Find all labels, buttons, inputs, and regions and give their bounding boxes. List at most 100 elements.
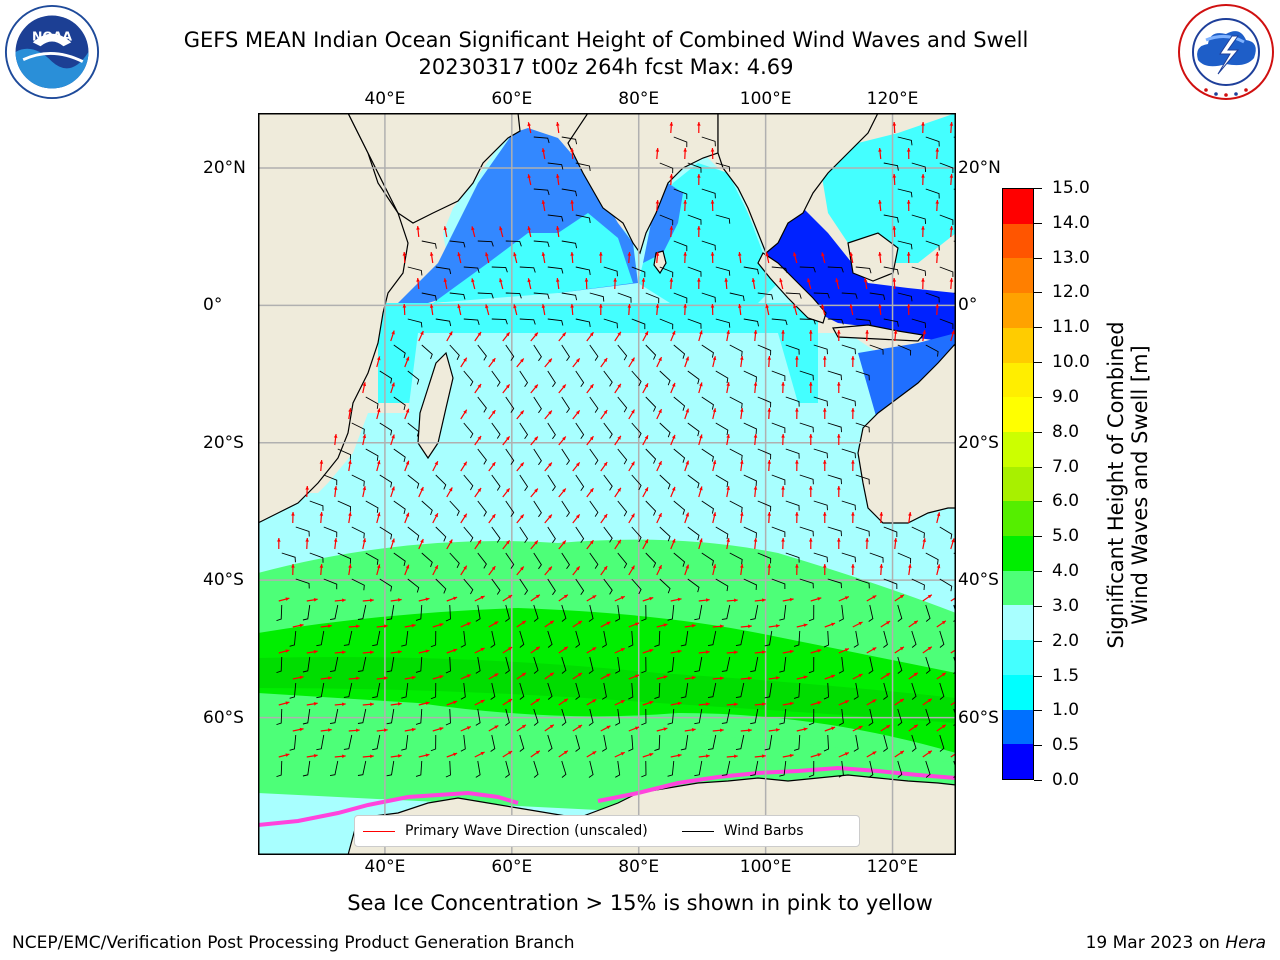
wind-barb: [379, 526, 393, 540]
wind-barb: [491, 526, 501, 543]
wind-barb: [869, 292, 886, 301]
wave-arrow-head: [466, 674, 471, 678]
wave-arrow-head: [402, 304, 407, 308]
wave-arrow-head: [899, 698, 904, 703]
wind-barb: [785, 500, 800, 511]
wind-barb: [799, 266, 816, 273]
wind-barb: [631, 318, 646, 330]
wave-arrow-head: [872, 595, 877, 599]
wave-arrow-head: [922, 330, 926, 335]
colorbar-tick-label: 11.0: [1052, 317, 1090, 338]
wind-barb: [743, 370, 757, 382]
wind-barb: [823, 682, 830, 700]
wave-arrow-head: [391, 382, 395, 387]
wind-barb: [827, 578, 842, 589]
wind-barb: [421, 292, 437, 301]
wind-barb: [785, 344, 800, 355]
wave-arrow-head: [599, 304, 603, 308]
wind-barb: [601, 682, 607, 700]
wave-arrow-head: [391, 434, 395, 439]
wind-barb: [645, 448, 657, 464]
colorbar-tick-label: 6.0: [1052, 491, 1080, 512]
wave-arrow-head: [617, 487, 621, 492]
wave-arrow-head: [663, 675, 668, 679]
wave-arrow-head: [425, 753, 430, 758]
wave-arrow-head: [655, 252, 660, 256]
colorbar-segment: [1003, 536, 1033, 571]
wind-barb: [575, 370, 585, 387]
lat-tick-label: 0°: [958, 295, 978, 316]
colorbar-title: Significant Height of Combined Wind Wave…: [1104, 285, 1152, 685]
wind-barb: [547, 682, 553, 700]
wave-arrow-head: [886, 621, 891, 625]
wind-barb: [421, 552, 433, 568]
wind-barb: [519, 578, 529, 596]
wave-arrow-head: [808, 434, 813, 438]
wave-arrow-head: [803, 623, 808, 628]
wind-barb: [351, 526, 365, 539]
colorbar-tick-label: 10.0: [1052, 352, 1090, 373]
wind-barb: [631, 370, 642, 387]
wave-arrow-head: [505, 436, 510, 441]
wind-barb: [883, 578, 898, 590]
wind-barb: [855, 474, 870, 485]
wave-arrow-head: [313, 598, 318, 602]
chart-subtitle: 20230317 t00z 264h fcst Max: 4.69: [418, 55, 794, 79]
wave-arrow-head: [726, 330, 730, 335]
wave-arrow-head: [726, 486, 730, 491]
wave-arrow-head: [480, 648, 485, 652]
wind-barb: [779, 656, 787, 673]
wave-arrow-head: [457, 252, 461, 257]
wind-barb: [694, 656, 703, 673]
wind-barb: [547, 422, 556, 440]
wind-barb: [337, 448, 352, 460]
wind-barb: [823, 630, 830, 648]
wind-barb: [393, 396, 406, 411]
wave-arrow-head: [872, 699, 877, 703]
wave-arrow-head: [627, 252, 632, 256]
wind-barb: [393, 552, 406, 567]
wave-arrow-head: [767, 356, 772, 360]
wind-barb: [631, 422, 642, 439]
colorbar-tick-label: 0.5: [1052, 735, 1080, 756]
wind-barb: [743, 474, 757, 486]
wave-arrow-head: [872, 751, 877, 755]
wind-barb: [925, 604, 931, 622]
wave-arrow-head: [370, 650, 374, 655]
wind-barb: [475, 604, 481, 622]
wind-barb: [799, 422, 814, 433]
wave-arrow-head: [348, 408, 352, 412]
wind-barb: [757, 292, 774, 300]
wave-arrow-head: [391, 538, 395, 543]
wave-arrow-head: [391, 486, 395, 491]
wind-barb: [561, 292, 578, 301]
wind-barb: [281, 552, 296, 563]
wave-arrow-head: [649, 752, 654, 757]
wind-barb: [939, 162, 954, 173]
wave-arrow-head: [471, 278, 475, 283]
wave-arrow-head: [453, 700, 458, 705]
wave-arrow-head: [505, 540, 510, 545]
wave-arrow-head: [935, 304, 940, 308]
wind-barb: [589, 448, 599, 465]
wind-barb: [743, 526, 757, 538]
colorbar-tick-label: 0.0: [1052, 770, 1080, 790]
colorbar-segment: [1003, 466, 1033, 502]
wind-barb: [365, 396, 379, 409]
wave-arrow-head: [789, 649, 794, 654]
wind-barb: [575, 734, 581, 752]
wave-arrow-head: [761, 650, 766, 654]
wind-barb: [687, 162, 702, 173]
wind-barb: [475, 760, 481, 778]
wave-arrow-head: [521, 672, 526, 677]
wind-barb: [477, 344, 487, 361]
lat-tick-label: 40°S: [203, 570, 244, 591]
wind-barb: [463, 422, 474, 439]
wind-barb: [715, 214, 731, 224]
wave-arrow-head: [383, 624, 388, 628]
wind-barb: [357, 760, 367, 776]
wind-barb: [460, 630, 466, 648]
wind-barb: [463, 318, 480, 325]
wave-arrow-head: [817, 753, 822, 757]
wave-arrow-head: [535, 750, 540, 755]
